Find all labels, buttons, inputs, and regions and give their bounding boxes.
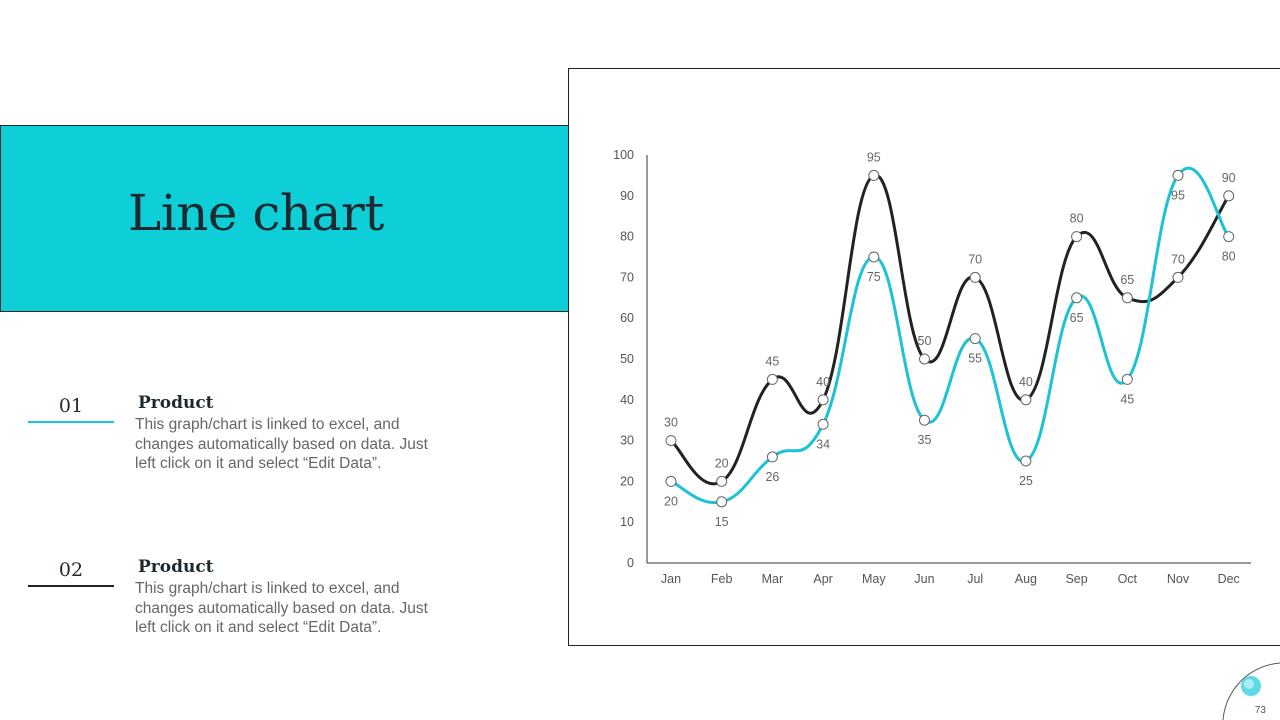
title-banner xyxy=(0,125,568,312)
data-label-series-1: 95 xyxy=(867,150,881,164)
data-point-series-2 xyxy=(1071,292,1083,304)
y-tick-label: 10 xyxy=(620,515,634,529)
item-number: 02 xyxy=(58,559,84,581)
data-label-series-1: 40 xyxy=(1019,375,1033,389)
y-tick-label: 90 xyxy=(620,189,634,203)
data-point-series-1 xyxy=(868,169,880,181)
data-point-series-1 xyxy=(817,394,829,406)
y-tick-label: 20 xyxy=(620,474,634,488)
data-label-series-1: 65 xyxy=(1120,273,1134,287)
data-label-series-2: 65 xyxy=(1070,311,1084,325)
data-point-series-2 xyxy=(868,251,880,263)
x-tick-label: Jan xyxy=(661,572,681,586)
data-point-series-2 xyxy=(766,451,778,463)
x-tick-label: Apr xyxy=(813,572,832,586)
x-tick-label: Oct xyxy=(1118,572,1138,586)
y-tick-label: 0 xyxy=(627,556,634,570)
line-chart[interactable]: 0 10 20 30 40 50 60 70 80 90 100 Jan Feb Mar Apr May Jun… xyxy=(569,69,1280,647)
data-point-series-2 xyxy=(1020,455,1032,467)
page-number: 73 xyxy=(1254,705,1266,716)
x-tick-label: Nov xyxy=(1167,572,1190,586)
data-point-series-1 xyxy=(766,373,778,385)
data-label-series-2: 55 xyxy=(968,352,982,366)
data-point-series-2 xyxy=(1121,373,1133,385)
series-line-2 xyxy=(669,166,1231,505)
data-label-series-2: 45 xyxy=(1120,392,1134,406)
data-point-series-2 xyxy=(919,414,930,426)
x-tick-label: May xyxy=(862,572,886,586)
item-heading: Product xyxy=(138,393,214,413)
y-tick-label: 40 xyxy=(620,393,634,407)
x-tick-label: Sep xyxy=(1065,572,1087,586)
list-item-02: 02 Product This graph/chart is linked to… xyxy=(28,557,448,649)
data-point-series-2 xyxy=(665,475,677,487)
corner-decoration xyxy=(1222,662,1280,720)
page-title: Line chart xyxy=(128,184,384,242)
data-label-series-1: 70 xyxy=(968,252,982,266)
data-label-series-2: 15 xyxy=(715,515,729,529)
chart-frame[interactable]: 0 10 20 30 40 50 60 70 80 90 100 Jan Feb Mar Apr May Jun… xyxy=(568,68,1280,646)
x-tick-label: Jul xyxy=(967,572,983,586)
data-point-series-2 xyxy=(969,333,981,345)
x-tick-label: Feb xyxy=(711,572,733,586)
data-point-series-2 xyxy=(1172,169,1184,181)
data-label-series-1: 50 xyxy=(918,334,932,348)
y-tick-label: 70 xyxy=(620,270,634,284)
data-point-series-1 xyxy=(716,475,728,487)
data-label-series-2: 26 xyxy=(765,470,779,484)
data-point-series-1 xyxy=(1071,231,1083,243)
list-item-01: 01 Product This graph/chart is linked to… xyxy=(28,393,448,485)
data-point-series-2 xyxy=(1223,231,1235,243)
item-underline-dark xyxy=(28,585,114,587)
data-label-series-1: 40 xyxy=(816,375,830,389)
data-label-series-1: 20 xyxy=(715,456,729,470)
item-description: This graph/chart is linked to excel, and… xyxy=(135,580,428,636)
data-label-series-1: 90 xyxy=(1222,171,1236,185)
item-underline-accent xyxy=(28,421,114,423)
data-point-series-1 xyxy=(1020,394,1032,406)
data-label-series-2: 25 xyxy=(1019,474,1033,488)
x-tick-label: Dec xyxy=(1218,572,1240,586)
x-tick-label: Jun xyxy=(914,572,934,586)
y-tick-label: 50 xyxy=(620,352,634,366)
data-label-series-1: 80 xyxy=(1070,212,1084,226)
data-point-series-1 xyxy=(1223,190,1235,202)
data-label-series-2: 95 xyxy=(1171,188,1185,202)
data-label-series-2: 75 xyxy=(867,270,881,284)
data-label-series-1: 45 xyxy=(765,354,779,368)
data-point-series-1 xyxy=(969,271,981,283)
data-label-series-2: 35 xyxy=(918,433,932,447)
y-tick-label: 60 xyxy=(620,311,634,325)
data-point-series-2 xyxy=(817,418,829,430)
item-number: 01 xyxy=(58,395,84,417)
y-tick-label: 100 xyxy=(613,148,634,162)
data-label-series-1: 70 xyxy=(1171,252,1185,266)
data-point-series-1 xyxy=(665,435,677,447)
y-tick-label: 80 xyxy=(620,230,634,244)
data-label-series-2: 20 xyxy=(664,494,678,508)
data-label-series-2: 80 xyxy=(1222,250,1236,264)
data-label-series-2: 34 xyxy=(816,437,830,451)
data-point-series-1 xyxy=(1172,271,1184,283)
x-tick-label: Aug xyxy=(1015,572,1037,586)
item-heading: Product xyxy=(138,557,214,577)
data-point-series-1 xyxy=(919,353,930,365)
data-point-series-2 xyxy=(716,496,728,508)
data-point-series-1 xyxy=(1121,292,1133,304)
item-description: This graph/chart is linked to excel, and… xyxy=(135,416,428,472)
data-label-series-1: 30 xyxy=(664,416,678,430)
x-tick-label: Mar xyxy=(762,572,784,586)
y-tick-label: 30 xyxy=(620,434,634,448)
